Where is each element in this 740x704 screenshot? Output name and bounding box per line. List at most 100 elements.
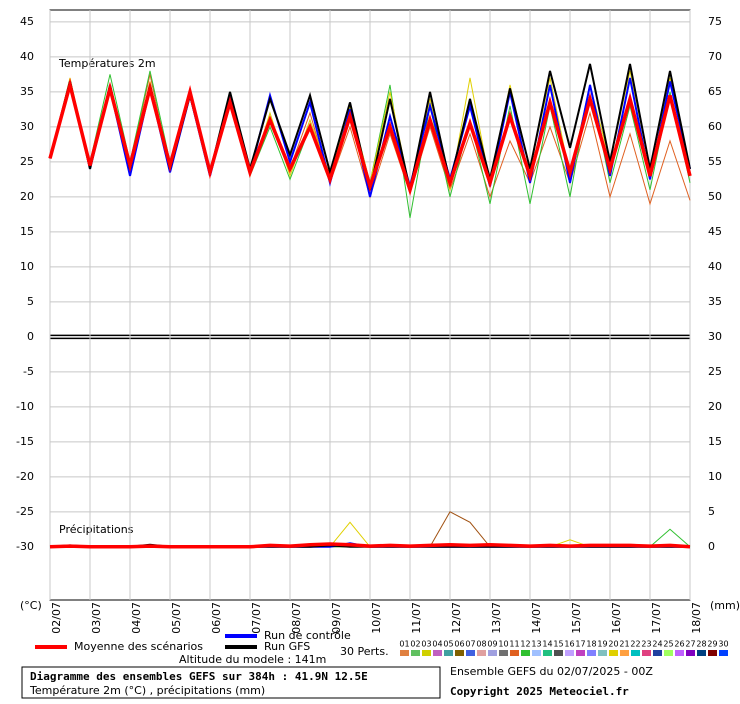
perturbation-label: 28 [696,640,706,649]
perturbation-label: 12 [520,640,530,649]
y2-tick-label: 20 [708,400,722,413]
perturbation-label: 15 [553,640,563,649]
perturbation-swatch [488,650,497,656]
perturbations-title: 30 Perts. [340,645,389,658]
perturbation-swatch [620,650,629,656]
perturbation-label: 30 [718,640,728,649]
perturbation-label: 11 [509,640,519,649]
info-box [21,666,441,699]
y2-tick-label: 5 [708,505,715,518]
perturbation-swatch [400,650,409,656]
perturbation-label: 20 [608,640,618,649]
perturbation-label: 21 [619,640,629,649]
perturbation-swatch [554,650,563,656]
perturbation-label: 09 [487,640,497,649]
perturbation-swatch [708,650,717,656]
perturbation-swatch [466,650,475,656]
x-tick-label: 13/07 [490,602,503,634]
perturbation-swatch [543,650,552,656]
perturbation-swatch [422,650,431,656]
y-tick-label: 40 [20,50,34,63]
y2-tick-label: 55 [708,155,722,168]
perturbation-label: 26 [674,640,684,649]
y-tick-label: 25 [20,155,34,168]
legend-label: Run de contrôle [264,629,351,642]
perturbation-label: 29 [707,640,717,649]
y2-tick-label: 0 [708,540,715,553]
x-tick-label: 07/07 [250,602,263,634]
perturbation-label: 01 [399,640,409,649]
perturbation-label: 08 [476,640,486,649]
y2-tick-label: 25 [708,365,722,378]
perturbation-label: 17 [575,640,585,649]
perturbation-swatch [455,650,464,656]
y2-tick-label: 65 [708,85,722,98]
perturbation-label: 25 [663,640,673,649]
perturbation-label: 27 [685,640,695,649]
y-tick-label: 15 [20,225,34,238]
y-tick-label: 5 [27,295,34,308]
precipitation-label: Précipitations [59,523,134,536]
x-tick-label: 08/07 [290,602,303,634]
perturbation-swatch [587,650,596,656]
perturbation-swatch [521,650,530,656]
perturbation-label: 13 [531,640,541,649]
perturbation-swatch [675,650,684,656]
x-tick-label: 10/07 [370,602,383,634]
y2-tick-label: 40 [708,260,722,273]
x-tick-label: 04/07 [130,602,143,634]
run-info: Ensemble GEFS du 02/07/2025 - 00Z [450,665,653,678]
altitude: Altitude du modele : 141m [179,653,326,666]
perturbation-label: 06 [454,640,464,649]
perturbation-swatch [697,650,706,656]
perturbation-swatch [411,650,420,656]
y2-tick-label: 30 [708,330,722,343]
perturbation-swatch [719,650,728,656]
temperature-label: Températures 2m [58,57,156,70]
perturbation-swatch [686,650,695,656]
x-tick-label: 12/07 [450,602,463,634]
x-tick-label: 15/07 [570,602,583,634]
y-tick-label: 30 [20,120,34,133]
perturbation-swatch [576,650,585,656]
perturbation-swatch [499,650,508,656]
y-tick-label: 35 [20,85,34,98]
legend-label: Moyenne des scénarios [74,640,203,653]
perturbation-swatch [433,650,442,656]
x-tick-label: 17/07 [650,602,663,634]
y-tick-label: 0 [27,330,34,343]
y-tick-label: -5 [23,365,34,378]
legend-label: Run GFS [264,640,310,653]
y-tick-label: -20 [16,470,34,483]
x-tick-label: 02/07 [50,602,63,634]
x-tick-label: 16/07 [610,602,623,634]
perturbation-swatch [664,650,673,656]
perturbation-label: 18 [586,640,596,649]
series-line [48,77,692,196]
x-tick-label: 14/07 [530,602,543,634]
perturbation-swatch [532,650,541,656]
y-tick-label: -10 [16,400,34,413]
x-tick-label: 06/07 [210,602,223,634]
y-tick-label: 10 [20,260,34,273]
perturbation-swatch [510,650,519,656]
x-tick-label: 11/07 [410,602,423,634]
perturbation-swatch [565,650,574,656]
y-tick-label: 20 [20,190,34,203]
perturbation-label: 10 [498,640,508,649]
y2-tick-label: 50 [708,190,722,203]
perturbation-label: 07 [465,640,475,649]
perturbation-label: 05 [443,640,453,649]
y-tick-label: -25 [16,505,34,518]
y2-tick-label: 70 [708,50,722,63]
y2-tick-label: 15 [708,435,722,448]
y-tick-label: 45 [20,15,34,28]
perturbation-label: 03 [421,640,431,649]
copyright: Copyright 2025 Meteociel.fr [450,685,629,698]
perturbation-label: 14 [542,640,552,649]
perturbation-swatch [477,650,486,656]
series-line [49,542,691,549]
perturbation-swatch [631,650,640,656]
y-tick-label: -15 [16,435,34,448]
